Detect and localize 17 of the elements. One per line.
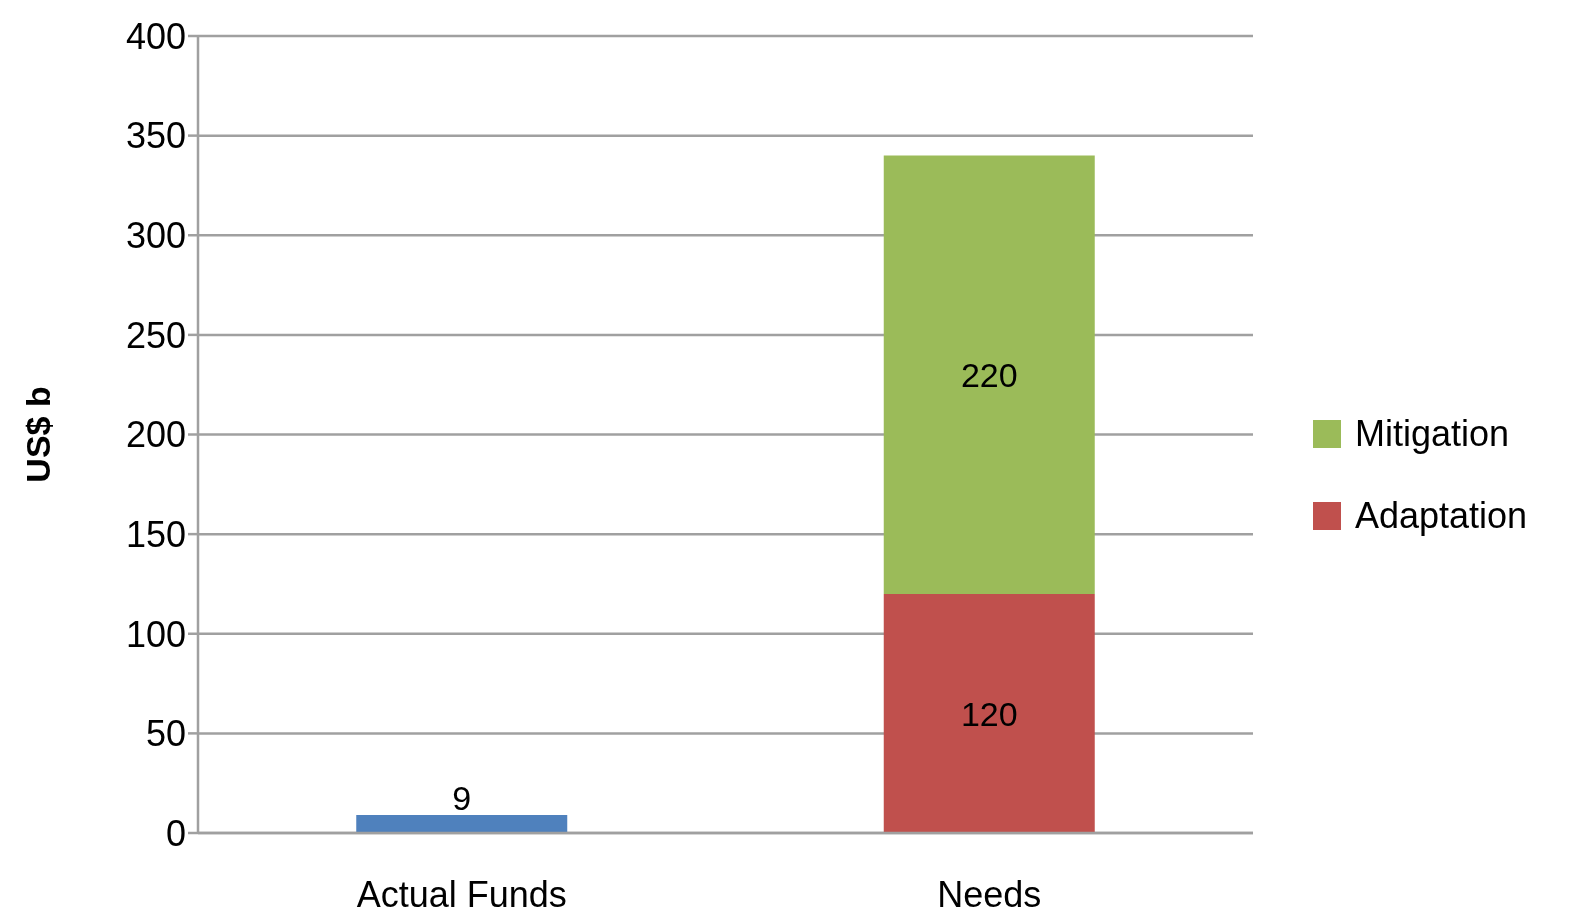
y-tick-label: 100 (125, 613, 186, 655)
y-tick-label: 400 (125, 15, 186, 57)
x-tick-label: Actual Funds (356, 873, 567, 915)
y-axis-title: US$ b (19, 386, 58, 483)
data-label: 9 (452, 779, 472, 818)
y-tick-label: 0 (165, 812, 186, 854)
x-tick-label: Needs (937, 873, 1042, 915)
legend-label: Mitigation (1355, 413, 1510, 455)
y-tick-label: 200 (125, 414, 186, 456)
y-tick-label: 250 (125, 314, 186, 356)
data-label: 220 (960, 355, 1018, 394)
y-tick-label: 150 (125, 513, 186, 555)
data-label: 120 (960, 694, 1018, 733)
y-tick-label: 350 (125, 115, 186, 157)
legend-label: Adaptation (1355, 495, 1528, 537)
y-tick-label: 50 (145, 713, 186, 755)
y-tick-label: 300 (125, 215, 186, 257)
